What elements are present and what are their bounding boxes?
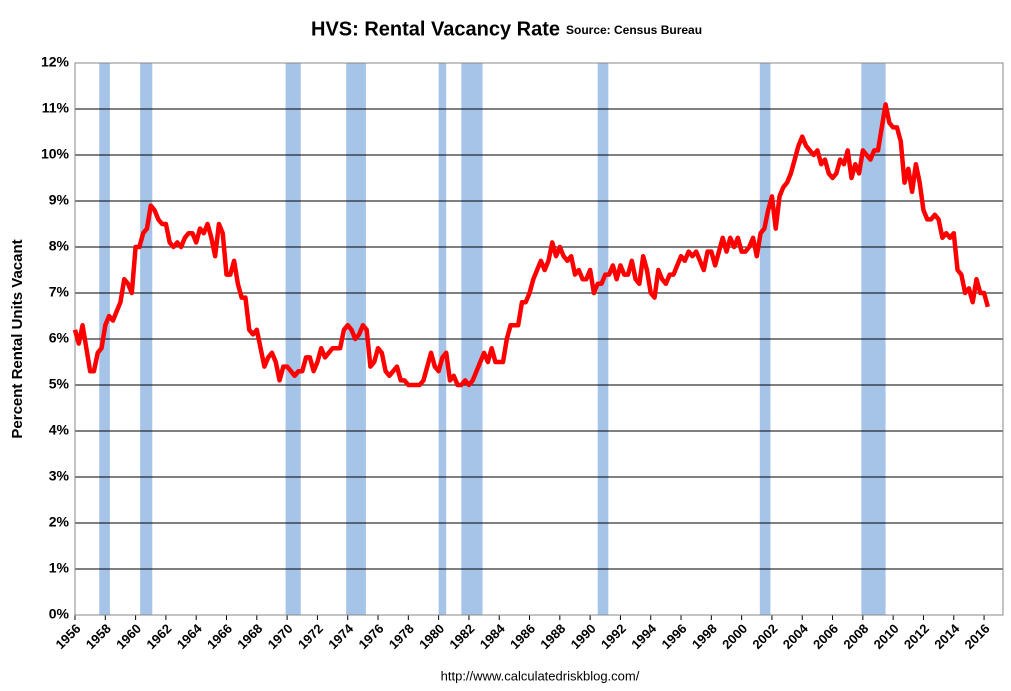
y-tick-label: 6% — [49, 330, 70, 346]
y-tick-label: 10% — [41, 146, 70, 162]
y-axis-label: Percent Rental Units Vacant — [9, 239, 26, 438]
chart-subtitle: Source: Census Bureau — [566, 23, 702, 37]
y-tick-label: 12% — [41, 54, 70, 70]
footer: http://www.calculatedriskblog.com/ — [441, 668, 640, 683]
y-tick-label: 2% — [49, 514, 70, 530]
y-tick-label: 9% — [49, 192, 70, 208]
y-tick-label: 0% — [49, 606, 70, 622]
y-tick-label: 5% — [49, 376, 70, 392]
y-tick-label: 11% — [42, 100, 70, 116]
y-tick-label: 1% — [49, 560, 70, 576]
y-tick-label: 3% — [49, 468, 70, 484]
y-tick-label: 8% — [49, 238, 70, 254]
y-tick-label: 4% — [49, 422, 70, 438]
chart-title: HVS: Rental Vacancy Rate — [311, 18, 560, 40]
plot-border — [74, 62, 1004, 616]
data-line — [72, 102, 991, 388]
y-tick-label: 7% — [49, 284, 70, 300]
